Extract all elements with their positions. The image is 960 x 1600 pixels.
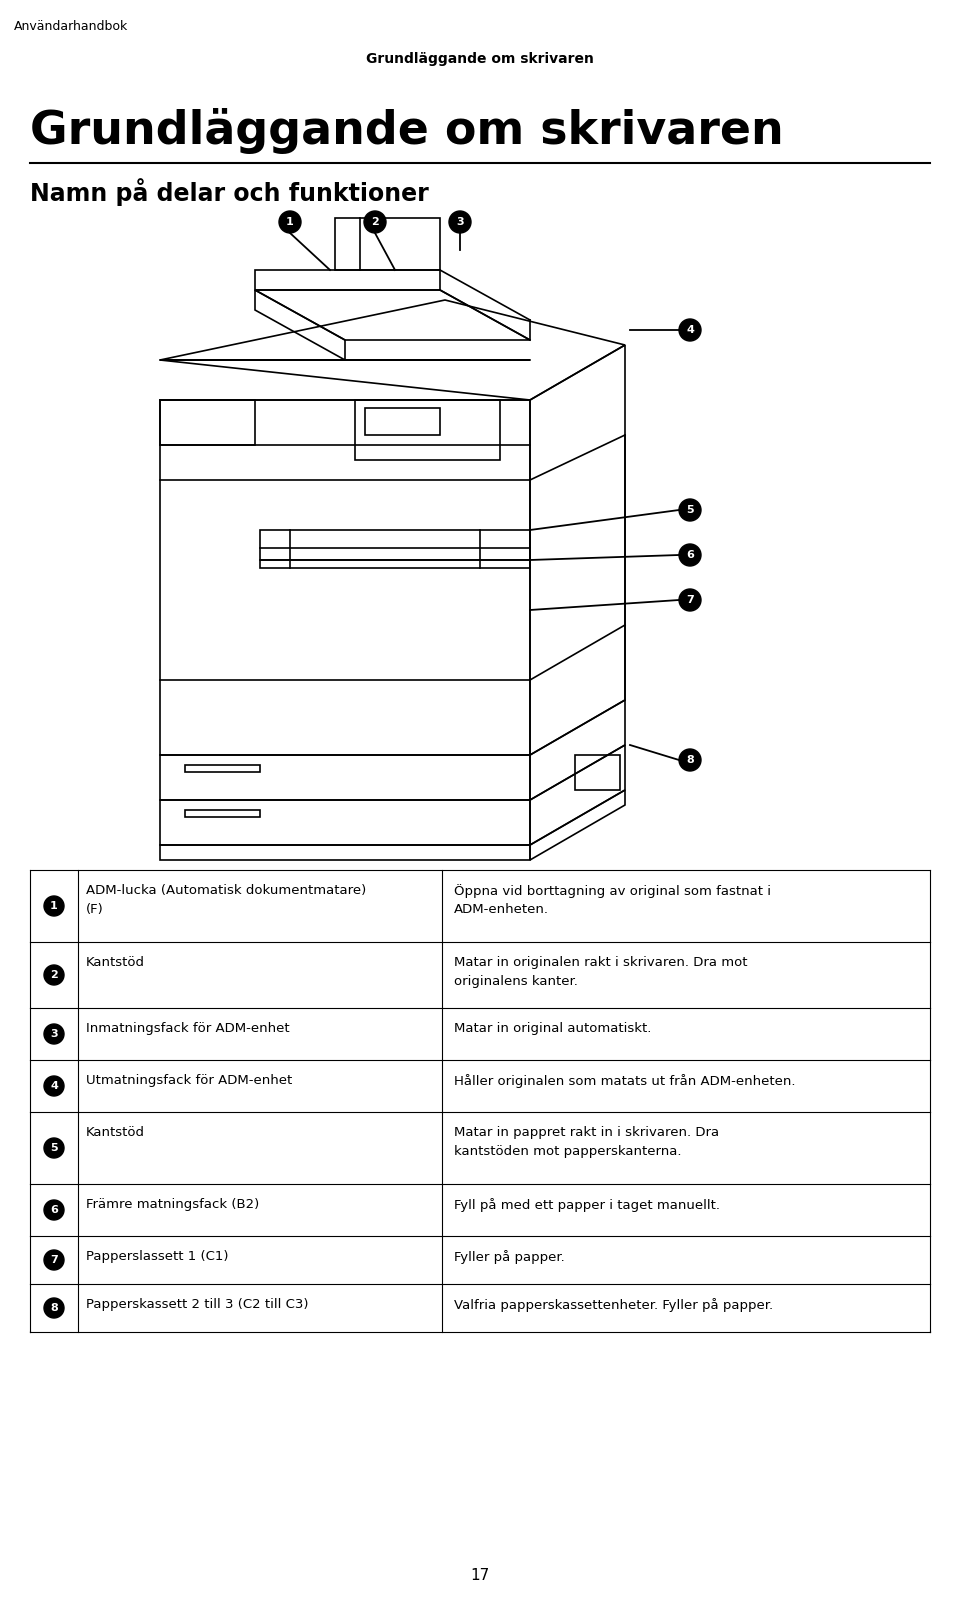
Text: Fyll på med ett papper i taget manuellt.: Fyll på med ett papper i taget manuellt. — [454, 1198, 720, 1211]
Text: (F): (F) — [86, 902, 104, 915]
Text: 6: 6 — [686, 550, 694, 560]
Text: 1: 1 — [286, 218, 294, 227]
Circle shape — [44, 1200, 64, 1219]
Text: Håller originalen som matats ut från ADM-enheten.: Håller originalen som matats ut från ADM… — [454, 1074, 796, 1088]
Text: kantstöden mot papperskanterna.: kantstöden mot papperskanterna. — [454, 1146, 682, 1158]
Circle shape — [44, 1138, 64, 1158]
Text: 6: 6 — [50, 1205, 58, 1214]
Text: ADM-enheten.: ADM-enheten. — [454, 902, 549, 915]
Circle shape — [679, 589, 701, 611]
Text: Valfria papperskassettenheter. Fyller på papper.: Valfria papperskassettenheter. Fyller på… — [454, 1298, 773, 1312]
Circle shape — [44, 1024, 64, 1043]
Circle shape — [44, 1250, 64, 1270]
Text: Främre matningsfack (B2): Främre matningsfack (B2) — [86, 1198, 259, 1211]
Text: Namn på delar och funktioner: Namn på delar och funktioner — [30, 178, 429, 206]
Text: 8: 8 — [50, 1302, 58, 1314]
Circle shape — [679, 499, 701, 522]
Text: 4: 4 — [686, 325, 694, 334]
Circle shape — [44, 896, 64, 915]
Text: 5: 5 — [50, 1142, 58, 1154]
Text: 3: 3 — [50, 1029, 58, 1038]
Text: Grundläggande om skrivaren: Grundläggande om skrivaren — [366, 51, 594, 66]
Circle shape — [679, 749, 701, 771]
Text: 8: 8 — [686, 755, 694, 765]
Circle shape — [279, 211, 301, 234]
Text: 5: 5 — [686, 506, 694, 515]
Text: 3: 3 — [456, 218, 464, 227]
Circle shape — [679, 318, 701, 341]
Text: Kantstöd: Kantstöd — [86, 1126, 145, 1139]
Circle shape — [44, 965, 64, 986]
Text: 2: 2 — [50, 970, 58, 979]
Text: Grundläggande om skrivaren: Grundläggande om skrivaren — [30, 109, 783, 154]
Text: Fyller på papper.: Fyller på papper. — [454, 1250, 564, 1264]
Text: Matar in original automatiskt.: Matar in original automatiskt. — [454, 1022, 652, 1035]
Circle shape — [44, 1298, 64, 1318]
Text: Matar in pappret rakt in i skrivaren. Dra: Matar in pappret rakt in i skrivaren. Dr… — [454, 1126, 719, 1139]
Text: 7: 7 — [50, 1254, 58, 1266]
Circle shape — [44, 1075, 64, 1096]
Text: Användarhandbok: Användarhandbok — [14, 19, 129, 34]
Text: Matar in originalen rakt i skrivaren. Dra mot: Matar in originalen rakt i skrivaren. Dr… — [454, 955, 748, 970]
Circle shape — [364, 211, 386, 234]
Text: 17: 17 — [470, 1568, 490, 1582]
Text: Utmatningsfack för ADM-enhet: Utmatningsfack för ADM-enhet — [86, 1074, 292, 1086]
Text: Kantstöd: Kantstöd — [86, 955, 145, 970]
Text: Papperskassett 2 till 3 (C2 till C3): Papperskassett 2 till 3 (C2 till C3) — [86, 1298, 308, 1310]
Text: ADM-lucka (Automatisk dokumentmatare): ADM-lucka (Automatisk dokumentmatare) — [86, 883, 367, 898]
Circle shape — [449, 211, 471, 234]
Text: 7: 7 — [686, 595, 694, 605]
Text: 2: 2 — [372, 218, 379, 227]
Text: 4: 4 — [50, 1082, 58, 1091]
Text: Inmatningsfack för ADM-enhet: Inmatningsfack för ADM-enhet — [86, 1022, 290, 1035]
Text: originalens kanter.: originalens kanter. — [454, 974, 578, 987]
Text: Öppna vid borttagning av original som fastnat i: Öppna vid borttagning av original som fa… — [454, 883, 771, 898]
Text: 1: 1 — [50, 901, 58, 910]
Circle shape — [679, 544, 701, 566]
Text: Papperslassett 1 (C1): Papperslassett 1 (C1) — [86, 1250, 228, 1262]
